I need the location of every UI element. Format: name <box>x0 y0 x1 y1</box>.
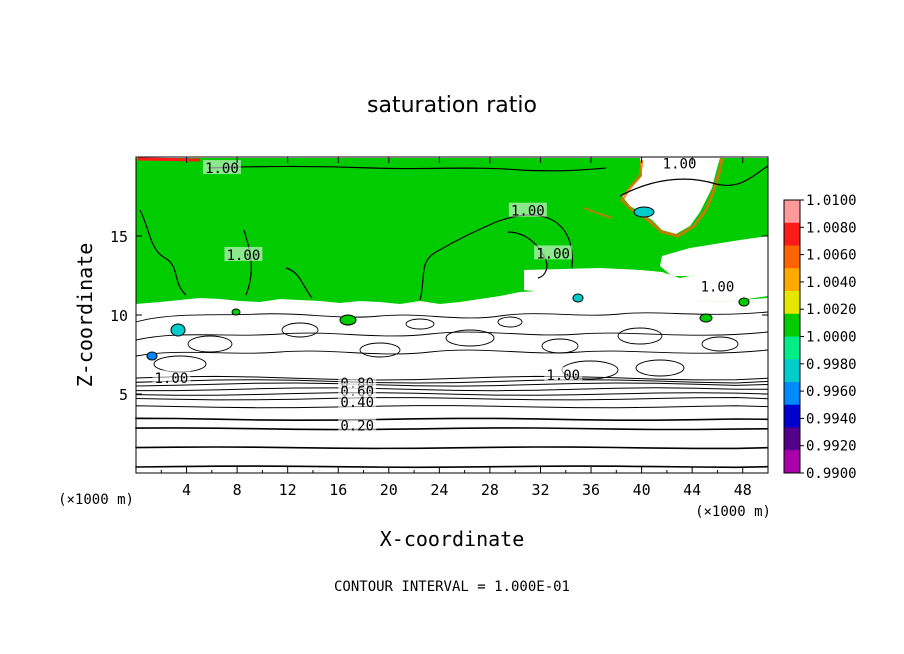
contour-label: 1.00 <box>511 204 545 220</box>
contour-label: 1.00 <box>536 246 570 262</box>
contour-label: 1.00 <box>205 161 239 177</box>
colorbar-tick-label: 0.9980 <box>806 357 857 373</box>
x-tick-label: 24 <box>430 481 448 499</box>
x-tick-label: 28 <box>481 481 499 499</box>
colorbar-swatch <box>784 359 800 383</box>
contour-line <box>135 465 769 469</box>
y-axis-label: Z-coordinate <box>73 243 97 388</box>
contour-label: 0.20 <box>340 419 374 435</box>
contour-label: 1.00 <box>546 368 580 384</box>
moisture-patches <box>146 206 750 361</box>
contour-label-bg <box>338 417 377 432</box>
contour-label-bg <box>544 367 583 382</box>
colorbar-swatch <box>784 268 800 292</box>
colorbar-swatch <box>784 382 800 406</box>
colorbar-tick-label: 1.0000 <box>806 330 857 346</box>
contour-line <box>135 382 769 387</box>
boundary-layer-eddies <box>135 311 769 380</box>
contour-interval-note: CONTOUR INTERVAL = 1.000E-01 <box>334 579 570 595</box>
contour-label-bg <box>660 155 699 170</box>
colorbar: 1.0100 1.0080 1.0060 1.0040 1.0020 1.0000 0.99… <box>783 193 857 482</box>
contour-label-bg <box>338 393 377 408</box>
colorbar-tick-label: 0.9920 <box>806 439 857 455</box>
contour-label-bg <box>224 246 263 261</box>
contour-line <box>135 387 769 392</box>
x-tick-label: 32 <box>531 481 549 499</box>
x-tick-label: 8 <box>233 481 242 499</box>
contour-label: 1.00 <box>227 248 261 264</box>
colorbar-tick-label: 0.9940 <box>806 411 857 427</box>
contour-line <box>135 446 769 450</box>
supersaturation-edge-top-right <box>620 157 724 238</box>
supersaturation-edge-top-mid <box>583 207 613 219</box>
contour-label: 1.00 <box>701 280 735 296</box>
x-axis: 4 8 12 16 20 24 28 32 36 40 44 48 <box>160 157 752 499</box>
x-tick-label: 40 <box>633 481 651 499</box>
contour-line <box>135 427 769 431</box>
plot-area: 1.001.001.001.001.001.001.001.000.800.60… <box>135 155 769 474</box>
supersaturation-edge-top-left <box>137 157 201 162</box>
x-tick-label: 44 <box>683 481 701 499</box>
colorbar-swatch <box>784 336 800 360</box>
chart-title: saturation ratio <box>367 93 537 118</box>
saturated-layer-region <box>136 158 768 304</box>
colorbar-swatch <box>784 222 800 246</box>
contour-line <box>135 392 769 396</box>
colorbar-tick-label: 1.0040 <box>806 275 857 291</box>
y-tick-label: 15 <box>110 228 128 246</box>
contour-label-bg <box>338 382 377 397</box>
unsaturated-patch-right <box>660 236 768 276</box>
contour-line <box>135 417 769 422</box>
y-axis-unit: (×1000 m) <box>58 492 134 508</box>
contour-line <box>135 396 769 401</box>
contour-label: 0.40 <box>340 395 374 411</box>
x-tick-label: 16 <box>329 481 347 499</box>
colorbar-tick-label: 1.0100 <box>806 193 857 209</box>
x-tick-label: 4 <box>182 481 191 499</box>
y-tick-label: 10 <box>110 307 128 325</box>
y-tick-label: 5 <box>119 386 128 404</box>
contour-line <box>135 405 769 409</box>
contour-label-bg <box>508 202 547 217</box>
contour-labels: 1.001.001.001.001.001.001.001.000.800.60… <box>152 155 737 435</box>
colorbar-tick-label: 0.9960 <box>806 384 857 400</box>
stable-layer-contours <box>135 375 769 469</box>
contour-label: 1.00 <box>155 371 189 387</box>
colorbar-swatch <box>784 245 800 269</box>
contour-label: 1.00 <box>663 156 697 172</box>
colorbar-tick-label: 1.0020 <box>806 302 857 318</box>
colorbar-swatch <box>784 313 800 337</box>
colorbar-swatch <box>784 427 800 451</box>
contour-lines-upper <box>139 165 769 301</box>
colorbar-tick-label: 1.0060 <box>806 248 857 264</box>
colorbar-swatch <box>784 450 800 474</box>
contour-line <box>135 379 769 384</box>
colorbar-tick-label: 0.9900 <box>806 466 857 482</box>
contour-label-bg <box>534 245 573 260</box>
x-tick-label: 48 <box>734 481 752 499</box>
x-tick-label: 20 <box>380 481 398 499</box>
x-axis-unit: (×1000 m) <box>695 504 771 520</box>
colorbar-swatch <box>784 404 800 428</box>
contour-label-bg <box>698 278 737 293</box>
contour-line <box>135 375 769 381</box>
colorbar-swatch <box>784 200 800 224</box>
x-tick-label: 12 <box>279 481 297 499</box>
contour-label-bg <box>152 370 191 385</box>
y-axis: 5 10 15 <box>110 228 768 404</box>
colorbar-tick-label: 1.0080 <box>806 220 857 236</box>
contour-label-bg <box>202 160 241 175</box>
x-axis-label: X-coordinate <box>380 527 525 551</box>
x-tick-label: 36 <box>582 481 600 499</box>
colorbar-swatch <box>784 291 800 315</box>
